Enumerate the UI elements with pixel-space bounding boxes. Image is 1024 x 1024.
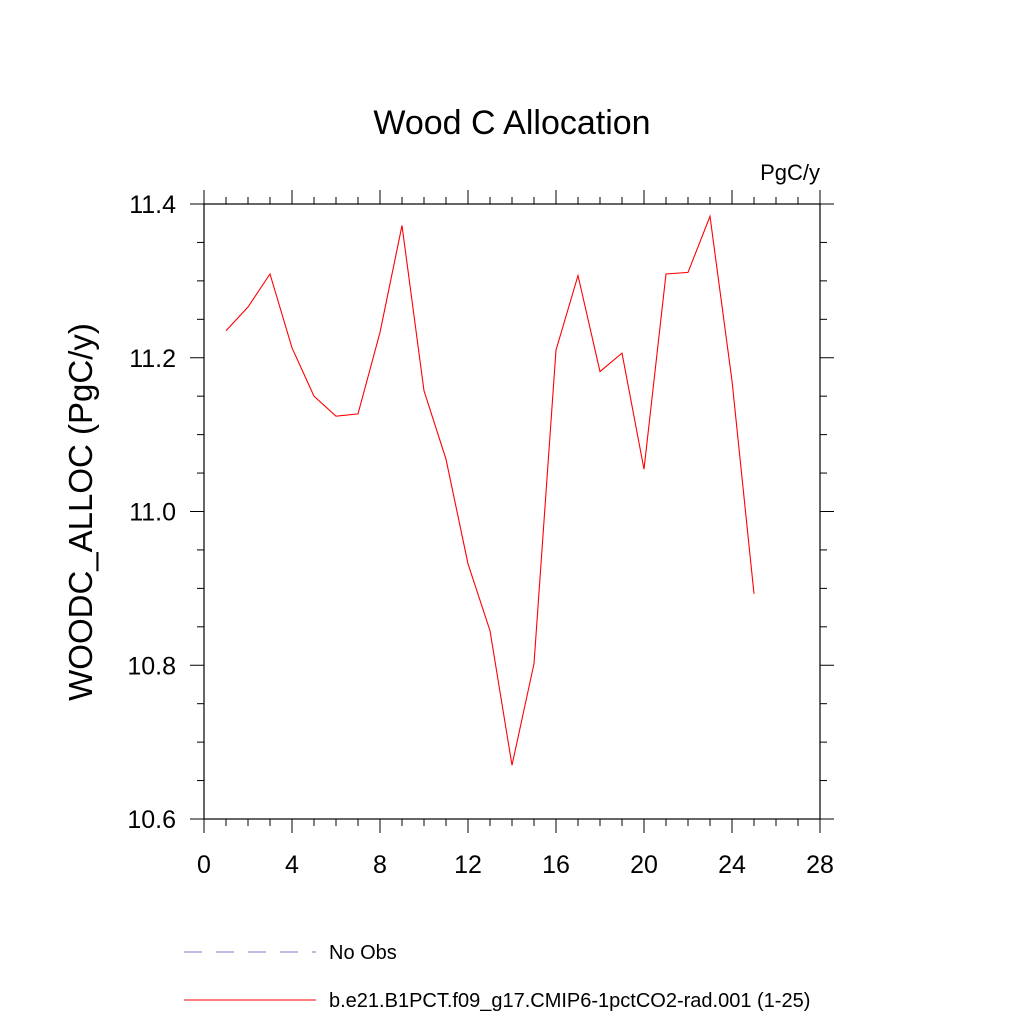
- x-tick-label: 28: [806, 851, 834, 879]
- x-tick-label: 24: [718, 851, 746, 879]
- y-axis-label: WOODC_ALLOC (PgC/y): [62, 323, 99, 701]
- legend-label-0: No Obs: [329, 942, 397, 964]
- legend-label-1: b.e21.B1PCT.f09_g17.CMIP6-1pctCO2-rad.00…: [329, 990, 810, 1012]
- chart-title: Wood C Allocation: [373, 104, 650, 142]
- axes: 0 4 8 12 16 20 24 28 10.6 10.8 11.0 11.2 11.4: [127, 190, 834, 879]
- legend: No Obs b.e21.B1PCT.f09_g17.CMIP6-1pctCO2-…: [184, 942, 810, 1012]
- x-tick-label: 20: [630, 851, 658, 879]
- y-tick-label: 11.0: [129, 499, 176, 527]
- plot-frame: [203, 203, 821, 820]
- x-tick-label: 16: [542, 851, 570, 879]
- x-tick-label: 8: [373, 851, 387, 879]
- units-label: PgC/y: [760, 160, 820, 185]
- y-tick-label: 11.2: [129, 345, 176, 373]
- series-line-0: [225, 214, 755, 766]
- x-tick-label: 0: [197, 851, 211, 879]
- y-tick-label: 10.8: [127, 652, 176, 680]
- y-tick-label: 10.6: [127, 806, 176, 834]
- series-layer: [225, 214, 755, 766]
- x-tick-label: 12: [454, 851, 482, 879]
- x-tick-label: 4: [285, 851, 299, 879]
- y-tick-label: 11.4: [129, 191, 176, 219]
